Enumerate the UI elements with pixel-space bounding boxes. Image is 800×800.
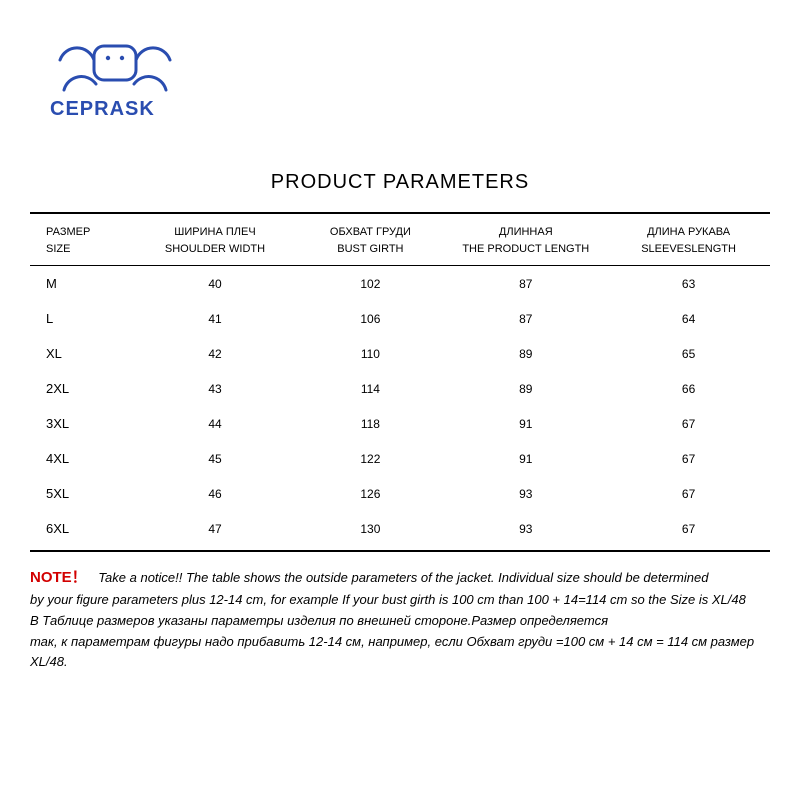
cell-sleeve: 67 xyxy=(607,476,770,511)
cell-size: 3XL xyxy=(30,406,134,441)
cell-bust: 102 xyxy=(296,266,444,302)
cell-shoulder: 46 xyxy=(134,476,297,511)
col-length: ДЛИННАЯ THE PRODUCT LENGTH xyxy=(444,213,607,266)
table-row: XL421108965 xyxy=(30,336,770,371)
cell-bust: 106 xyxy=(296,301,444,336)
table-row: 6XL471309367 xyxy=(30,511,770,551)
cell-size: 5XL xyxy=(30,476,134,511)
note-line-3: В Таблице размеров указаны параметры изд… xyxy=(30,613,608,628)
cell-bust: 118 xyxy=(296,406,444,441)
note-line-2: by your figure parameters plus 12-14 cm,… xyxy=(30,592,746,607)
cell-shoulder: 45 xyxy=(134,441,297,476)
cell-shoulder: 42 xyxy=(134,336,297,371)
cell-shoulder: 43 xyxy=(134,371,297,406)
cell-sleeve: 66 xyxy=(607,371,770,406)
table-row: 4XL451229167 xyxy=(30,441,770,476)
cell-length: 93 xyxy=(444,476,607,511)
note-block: NOTE！ Take a notice!! The table shows th… xyxy=(30,566,770,673)
cell-sleeve: 67 xyxy=(607,511,770,551)
cell-bust: 114 xyxy=(296,371,444,406)
col-sleeve: ДЛИНА РУКАВА SLEEVESLENGTH xyxy=(607,213,770,266)
col-size: РАЗМЕР SIZE xyxy=(30,213,134,266)
col-shoulder: ШИРИНА ПЛЕЧ SHOULDER WIDTH xyxy=(134,213,297,266)
col-bust: ОБХВАТ ГРУДИ BUST GIRTH xyxy=(296,213,444,266)
cell-bust: 130 xyxy=(296,511,444,551)
cell-sleeve: 64 xyxy=(607,301,770,336)
cell-sleeve: 67 xyxy=(607,441,770,476)
cell-size: 2XL xyxy=(30,371,134,406)
note-line-1: Take a notice!! The table shows the outs… xyxy=(98,570,708,585)
cell-sleeve: 63 xyxy=(607,266,770,302)
cell-size: 4XL xyxy=(30,441,134,476)
cell-size: M xyxy=(30,266,134,302)
cell-length: 89 xyxy=(444,336,607,371)
table-header-row: РАЗМЕР SIZE ШИРИНА ПЛЕЧ SHOULDER WIDTH О… xyxy=(30,213,770,266)
cell-length: 87 xyxy=(444,301,607,336)
cell-length: 87 xyxy=(444,266,607,302)
cell-length: 91 xyxy=(444,441,607,476)
note-line-4: так, к параметрам фигуры надо прибавить … xyxy=(30,634,754,670)
page-title: PRODUCT PARAMETERS xyxy=(30,171,770,194)
cell-shoulder: 44 xyxy=(134,406,297,441)
table-row: 2XL431148966 xyxy=(30,371,770,406)
cell-length: 91 xyxy=(444,406,607,441)
cell-bust: 122 xyxy=(296,441,444,476)
cell-shoulder: 41 xyxy=(134,301,297,336)
cell-bust: 110 xyxy=(296,336,444,371)
table-row: 3XL441189167 xyxy=(30,406,770,441)
cell-length: 89 xyxy=(444,371,607,406)
table-row: M401028763 xyxy=(30,266,770,302)
cell-bust: 126 xyxy=(296,476,444,511)
note-label: NOTE！ xyxy=(30,569,87,586)
brand-name: CEPRASK xyxy=(50,98,770,121)
brand-logo: CEPRASK xyxy=(50,40,770,121)
table-row: 5XL461269367 xyxy=(30,476,770,511)
cell-size: 6XL xyxy=(30,511,134,551)
size-table: РАЗМЕР SIZE ШИРИНА ПЛЕЧ SHOULDER WIDTH О… xyxy=(30,212,770,552)
cell-shoulder: 47 xyxy=(134,511,297,551)
cell-length: 93 xyxy=(444,511,607,551)
cell-size: XL xyxy=(30,336,134,371)
table-row: L411068764 xyxy=(30,301,770,336)
cell-sleeve: 67 xyxy=(607,406,770,441)
cell-size: L xyxy=(30,301,134,336)
cell-sleeve: 65 xyxy=(607,336,770,371)
cell-shoulder: 40 xyxy=(134,266,297,302)
